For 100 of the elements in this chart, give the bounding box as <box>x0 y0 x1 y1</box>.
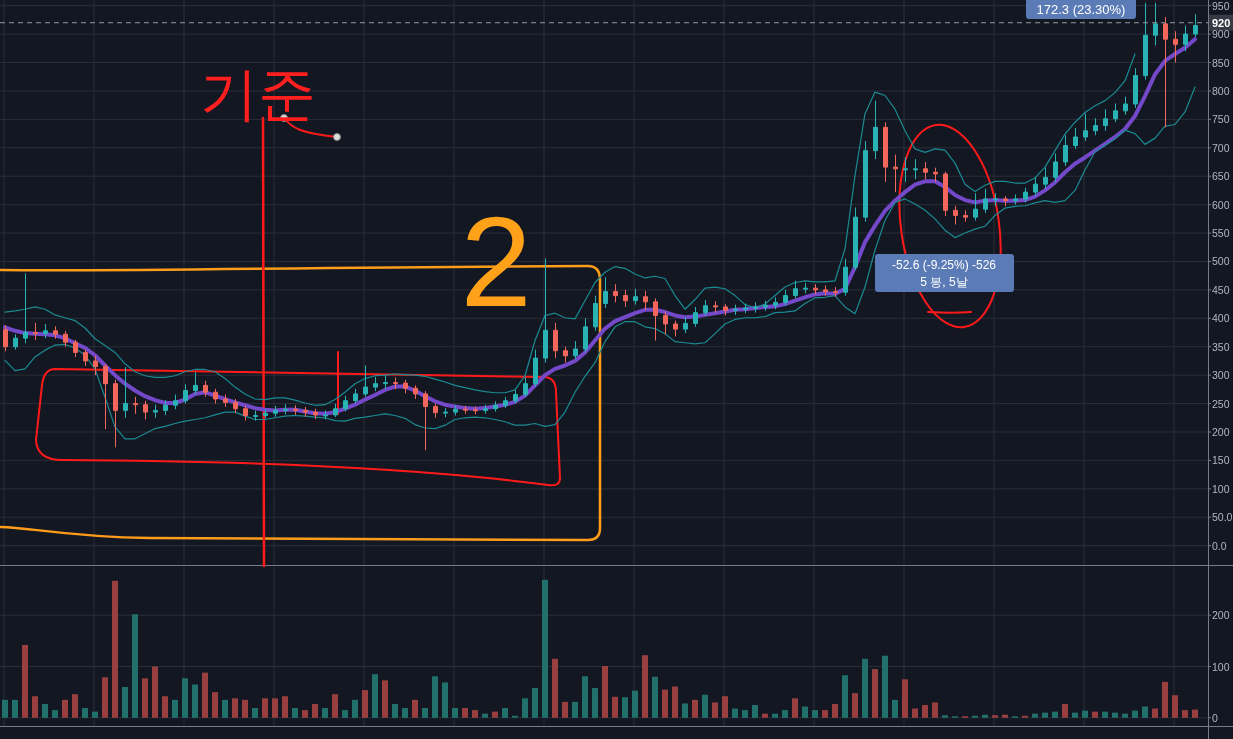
candlestick <box>133 396 138 415</box>
candlestick <box>803 282 808 294</box>
candlestick <box>733 304 738 316</box>
bar <box>102 677 108 718</box>
bar <box>262 698 268 718</box>
candlestick <box>863 140 868 223</box>
candlestick <box>923 161 928 180</box>
bar <box>212 692 218 718</box>
bar <box>1132 710 1138 718</box>
candlestick <box>763 300 768 312</box>
candlestick <box>33 322 38 341</box>
bar <box>42 703 48 718</box>
bar <box>832 703 838 718</box>
bar <box>1122 713 1128 718</box>
bar <box>462 708 468 718</box>
bar <box>2 699 8 718</box>
candlestick <box>463 405 468 415</box>
candlestick <box>183 383 188 405</box>
bar <box>12 699 18 718</box>
candlestick <box>353 388 358 405</box>
bar <box>532 688 538 718</box>
bar <box>1172 695 1178 718</box>
candlestick <box>1013 193 1018 206</box>
candlestick <box>813 283 818 295</box>
candlestick <box>63 330 68 348</box>
bar <box>192 684 198 718</box>
bar <box>502 708 508 718</box>
candlestick <box>53 325 58 340</box>
candlestick <box>3 324 8 352</box>
candlestick <box>673 320 678 337</box>
bar <box>1102 711 1108 718</box>
bar <box>302 710 308 718</box>
bar <box>712 702 718 718</box>
bar <box>72 694 78 718</box>
candlestick <box>903 156 908 183</box>
bar <box>1032 713 1038 718</box>
bar <box>562 701 568 718</box>
bar <box>722 696 728 718</box>
bar <box>892 699 898 718</box>
candlestick <box>843 258 848 297</box>
y-tick-label: 0 <box>1212 711 1218 724</box>
bar <box>52 710 58 718</box>
bar <box>912 708 918 718</box>
candlestick <box>1133 67 1138 109</box>
bar <box>1182 710 1188 718</box>
bar <box>22 644 28 718</box>
candlestick <box>153 404 158 419</box>
bar <box>932 702 938 718</box>
bar <box>752 704 758 718</box>
candlestick <box>1143 2 1148 81</box>
bar <box>312 703 318 718</box>
y-tick-label: 950 <box>1212 0 1230 12</box>
bar <box>272 698 278 718</box>
candlestick <box>603 276 608 309</box>
candlestick <box>323 409 328 420</box>
bar <box>352 699 358 718</box>
bar <box>692 699 698 718</box>
bar <box>802 706 808 718</box>
bar <box>682 703 688 718</box>
candlestick <box>993 192 998 207</box>
candlestick <box>333 403 338 418</box>
candlestick <box>883 121 888 183</box>
bar <box>732 708 738 718</box>
candlestick <box>573 340 578 360</box>
candlestick <box>933 167 938 183</box>
candlestick <box>663 310 668 335</box>
candlestick <box>433 403 438 419</box>
bar <box>642 655 648 718</box>
y-tick-label: 550 <box>1212 227 1230 240</box>
bar <box>1072 712 1078 718</box>
candlestick <box>1023 187 1028 203</box>
y-tick-label: 200 <box>1212 609 1230 622</box>
bar <box>432 676 438 718</box>
candlestick <box>363 364 368 398</box>
candlestick <box>693 306 698 328</box>
bar <box>62 699 68 718</box>
candlestick <box>243 405 248 422</box>
bar <box>942 715 948 718</box>
candlestick <box>253 409 258 422</box>
bar <box>392 703 398 718</box>
bar <box>422 708 428 718</box>
candlestick <box>973 192 978 222</box>
y-tick-label: 500 <box>1212 255 1230 268</box>
candlestick <box>503 396 508 409</box>
candlestick <box>533 349 538 388</box>
candlestick <box>953 205 958 226</box>
bar <box>1022 715 1028 718</box>
bar <box>512 715 518 718</box>
candlestick <box>593 295 598 332</box>
y-tick-label: 250 <box>1212 397 1230 410</box>
bar <box>662 689 668 718</box>
y-tick-label: 150 <box>1212 454 1230 467</box>
bar <box>552 658 558 718</box>
candlestick <box>493 400 498 413</box>
bar <box>332 694 338 718</box>
candlestick <box>1123 96 1128 116</box>
candlestick <box>1113 102 1118 123</box>
candlestick <box>283 403 288 415</box>
bar <box>592 688 598 718</box>
bar <box>582 676 588 718</box>
